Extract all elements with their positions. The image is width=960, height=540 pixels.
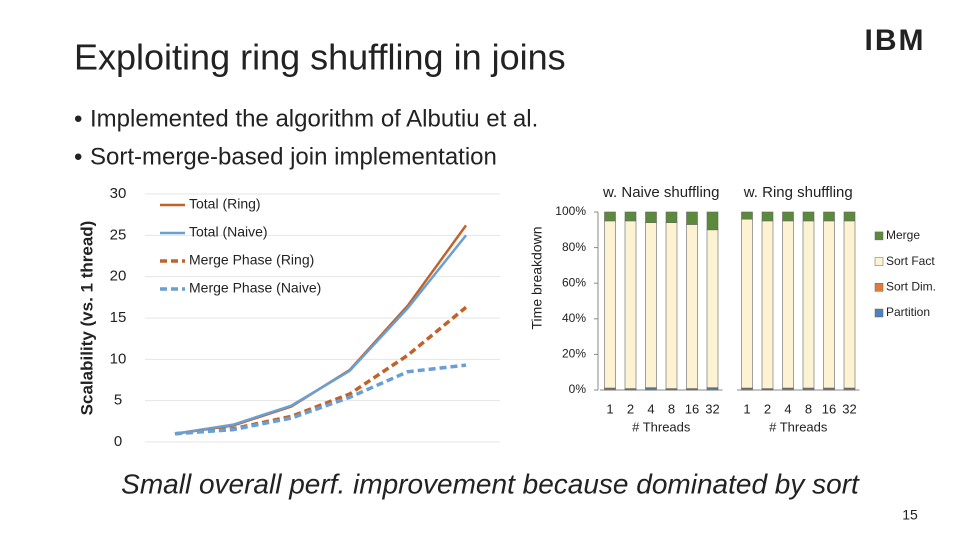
legend-label: Merge Phase (Naive) [189,280,321,296]
x-tick-label: 2 [764,401,771,416]
bar-segment [686,224,698,389]
bar-segment [604,211,616,222]
x-tick-label: 16 [685,401,699,416]
bar-segment [741,218,753,389]
bullet: Implemented the algorithm of Albutiu et … [90,105,538,132]
x-axis-label: # Threads [769,419,828,434]
y-tick-label: 100% [555,204,586,218]
x-tick-label: 1 [606,401,613,416]
y-tick-label: 80% [562,240,586,254]
y-tick-label: 30 [110,185,127,202]
legend-swatch [874,231,884,241]
bar-segment [843,220,856,389]
line-series [174,234,467,435]
bar-segment [802,211,815,222]
logo: IBM [865,24,926,57]
bar-segment [645,222,657,388]
bar-segment [761,220,774,389]
bullet: Sort-merge-based join implementation [90,143,497,170]
bullet-marker: • [74,105,82,132]
bar-segment [706,211,719,231]
x-tick-label: 32 [842,401,856,416]
x-tick-label: 4 [784,401,791,416]
panel-title: w. Ring shuffling [743,184,853,201]
bar-segment [604,220,616,389]
bar-segment [782,220,794,389]
bar-segment [665,222,678,389]
legend-label: Total (Naive) [189,224,268,240]
legend-swatch [874,308,884,318]
y-tick-label: 20 [110,268,127,285]
bar-segment [665,211,678,223]
legend-swatch [874,283,884,292]
y-tick-label: 20% [562,347,586,361]
slide-title: Exploiting ring shuffling in joins [74,37,566,78]
x-tick-label: 32 [705,401,719,416]
legend-label: Total (Ring) [189,196,261,212]
bar-segment [823,220,835,389]
y-axis-label: Time breakdown [529,227,545,330]
x-tick-label: 8 [805,401,812,416]
x-tick-label: 2 [627,401,634,416]
bar-segment [843,211,856,222]
y-tick-label: 40% [562,311,586,325]
y-tick-label: 15 [110,309,127,326]
y-tick-label: 25 [110,226,127,243]
bar-segment [686,211,698,225]
line-series [174,363,467,436]
y-axis-label: Scalability (vs. 1 thread) [77,221,96,416]
bar-segment [624,211,637,222]
legend-label: Partition [886,305,930,319]
bar-segment [741,211,753,220]
legend-label: Sort Fact [886,254,935,268]
bar-segment [624,220,637,389]
y-tick-label: 10 [110,350,127,367]
x-tick-label: 16 [822,401,836,416]
legend-label: Sort Dim. [886,279,936,293]
legend-label: Merge [886,228,920,242]
y-tick-label: 60% [562,275,586,289]
legend-swatch [874,257,884,266]
legend-label: Merge Phase (Ring) [189,252,314,268]
bar-segment [706,229,719,388]
x-tick-label: 1 [743,401,750,416]
bar-segment [782,211,794,222]
x-tick-label: 8 [668,401,675,416]
x-axis-label: # Threads [632,419,691,434]
bar-segment [802,220,815,389]
y-tick-label: 0% [569,382,587,396]
conclusion: Small overall perf. improvement because … [121,468,860,499]
page-number: 15 [902,507,918,523]
bar-segment [823,211,835,222]
bullet-marker: • [74,143,82,170]
bar-segment [645,211,657,223]
bar-segment [761,211,774,222]
x-tick-label: 4 [647,401,654,416]
y-tick-label: 5 [114,392,122,409]
y-tick-label: 0 [114,433,122,450]
panel-title: w. Naive shuffling [602,184,719,201]
